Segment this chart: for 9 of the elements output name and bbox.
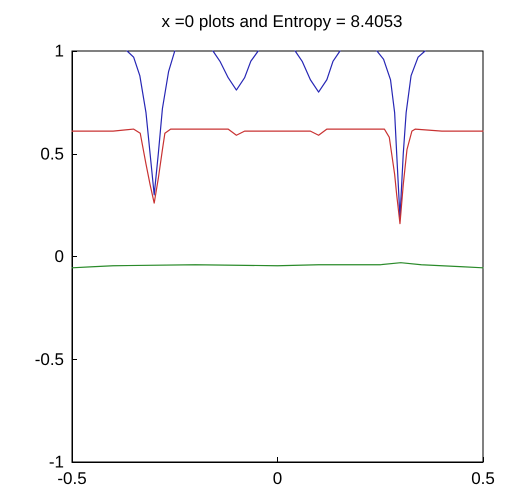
y-tick-label: -0.5	[34, 350, 64, 369]
x-tick-label: 0	[272, 469, 282, 488]
y-tick-label: -1	[48, 452, 64, 472]
x-tick-label: 0.5	[471, 469, 495, 488]
y-tick-label: 0	[54, 247, 64, 266]
y-tick-label: 0.5	[40, 144, 64, 164]
chart-title: x =0 plots and Entropy = 8.4053	[161, 12, 403, 31]
y-tick-label: 1	[54, 42, 64, 60]
line-series	[71, 128, 484, 224]
